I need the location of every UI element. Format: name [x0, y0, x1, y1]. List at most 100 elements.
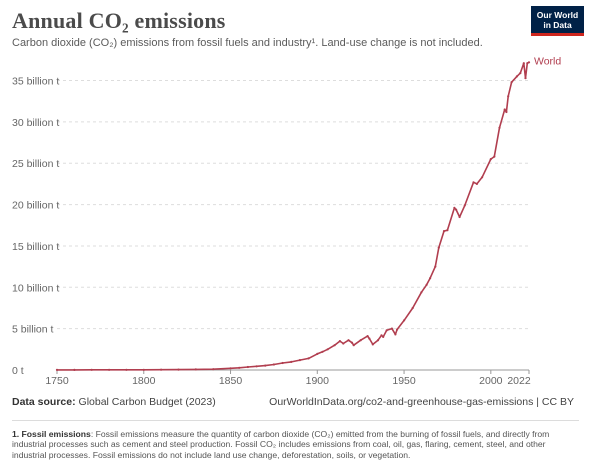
- data-point[interactable]: [352, 344, 355, 347]
- data-point[interactable]: [527, 61, 531, 64]
- data-point[interactable]: [442, 230, 446, 233]
- data-point[interactable]: [437, 246, 440, 249]
- x-axis-ticks: 1750 1800 1850 1900 1950 2000 2022: [45, 370, 531, 387]
- y-axis-ticks: 0 t 5 billion t 10 billion t 15 billion t 20…: [12, 76, 59, 377]
- data-point[interactable]: [411, 306, 414, 310]
- source-link[interactable]: OurWorldInData.org/co2-and-greenhouse-ga…: [269, 396, 574, 408]
- logo-line-2: in Data: [543, 19, 572, 30]
- footnote: 1. Fossil emissions: Fossil emissions me…: [12, 429, 579, 460]
- data-point[interactable]: [503, 108, 506, 111]
- data-point[interactable]: [526, 62, 529, 65]
- y-tick-label: 25 billion t: [12, 158, 59, 170]
- x-tick-label: 1850: [219, 375, 243, 387]
- y-tick-label: 0 t: [12, 365, 24, 377]
- data-point[interactable]: [425, 283, 428, 286]
- data-point[interactable]: [272, 363, 275, 366]
- footnote-label: 1. Fossil emissions: [12, 429, 91, 439]
- data-point[interactable]: [255, 365, 258, 368]
- data-point[interactable]: [481, 176, 484, 179]
- chart-title: Annual CO₂ emissions: [12, 8, 226, 33]
- logo-line-1: Our World: [536, 9, 579, 20]
- data-point[interactable]: [385, 329, 388, 332]
- data-point[interactable]: [380, 334, 383, 337]
- data-point[interactable]: [264, 364, 267, 367]
- chart-subtitle: Carbon dioxide (CO₂) emissions from foss…: [12, 37, 483, 49]
- data-point[interactable]: [522, 62, 525, 65]
- data-point[interactable]: [475, 182, 478, 185]
- data-point[interactable]: [458, 215, 461, 219]
- data-point[interactable]: [368, 337, 371, 340]
- data-point[interactable]: [455, 208, 458, 211]
- data-point[interactable]: [510, 81, 513, 84]
- footnote-divider: [12, 420, 579, 421]
- data-point[interactable]: [394, 333, 397, 336]
- y-tick-label: 30 billion t: [12, 117, 59, 129]
- x-tick-label: 2022: [507, 375, 531, 387]
- data-point[interactable]: [125, 368, 128, 371]
- owid-logo[interactable]: Our World in Data: [531, 6, 584, 36]
- x-tick-label: 1950: [392, 375, 416, 387]
- data-source-value: Global Carbon Budget (2023): [78, 396, 216, 408]
- data-point[interactable]: [403, 319, 406, 322]
- data-point[interactable]: [177, 368, 180, 371]
- data-point[interactable]: [281, 361, 284, 365]
- data-point[interactable]: [493, 155, 496, 158]
- data-point[interactable]: [333, 344, 336, 347]
- data-point[interactable]: [463, 204, 466, 207]
- data-point[interactable]: [212, 368, 215, 371]
- data-point[interactable]: [316, 352, 319, 355]
- data-point[interactable]: [498, 126, 501, 129]
- series-line-world[interactable]: [57, 61, 530, 371]
- data-point[interactable]: [142, 368, 145, 371]
- data-point[interactable]: [515, 75, 519, 78]
- footnote-text: : Fossil emissions measure the quantity …: [12, 429, 550, 460]
- data-point[interactable]: [376, 339, 380, 342]
- data-point[interactable]: [390, 327, 393, 330]
- data-point[interactable]: [321, 350, 324, 353]
- data-point[interactable]: [350, 341, 354, 344]
- data-point[interactable]: [160, 368, 163, 371]
- data-point[interactable]: [434, 265, 437, 268]
- data-point[interactable]: [347, 339, 350, 342]
- x-tick-label: 1900: [306, 375, 330, 387]
- y-tick-label: 15 billion t: [12, 241, 59, 253]
- data-point[interactable]: [338, 340, 341, 343]
- data-point[interactable]: [505, 110, 508, 114]
- data-point[interactable]: [290, 360, 293, 363]
- data-point[interactable]: [420, 291, 423, 294]
- series-label-world[interactable]: World: [534, 55, 561, 67]
- data-point[interactable]: [307, 357, 310, 360]
- data-point[interactable]: [359, 339, 362, 342]
- data-point[interactable]: [238, 366, 241, 369]
- y-tick-label: 5 billion t: [12, 324, 54, 336]
- series-layer[interactable]: World: [55, 55, 561, 371]
- data-point[interactable]: [371, 343, 374, 346]
- y-tick-label: 20 billion t: [12, 200, 59, 212]
- data-point[interactable]: [108, 368, 111, 371]
- data-point[interactable]: [429, 277, 432, 280]
- data-point[interactable]: [507, 95, 510, 98]
- x-tick-label: 1750: [45, 375, 69, 387]
- data-point[interactable]: [194, 368, 197, 371]
- data-point[interactable]: [382, 335, 385, 338]
- data-point[interactable]: [489, 158, 492, 161]
- data-point[interactable]: [73, 368, 76, 371]
- data-point[interactable]: [298, 359, 301, 362]
- data-point[interactable]: [472, 181, 475, 184]
- data-point[interactable]: [90, 368, 93, 371]
- grid-lines: [57, 80, 529, 371]
- data-point[interactable]: [524, 77, 527, 80]
- data-point[interactable]: [446, 229, 449, 232]
- data-point[interactable]: [326, 348, 329, 351]
- data-point[interactable]: [519, 72, 522, 75]
- data-point[interactable]: [55, 368, 59, 371]
- data-point[interactable]: [229, 367, 232, 370]
- data-point[interactable]: [246, 365, 249, 369]
- line-chart: 0 t 5 billion t 10 billion t 15 billion t 20…: [12, 55, 561, 387]
- data-point[interactable]: [453, 206, 456, 209]
- x-tick-label: 2000: [479, 375, 503, 387]
- data-source-label: Data source:: [12, 396, 76, 408]
- data-point[interactable]: [366, 335, 369, 338]
- data-point[interactable]: [396, 328, 399, 331]
- data-point[interactable]: [342, 342, 345, 345]
